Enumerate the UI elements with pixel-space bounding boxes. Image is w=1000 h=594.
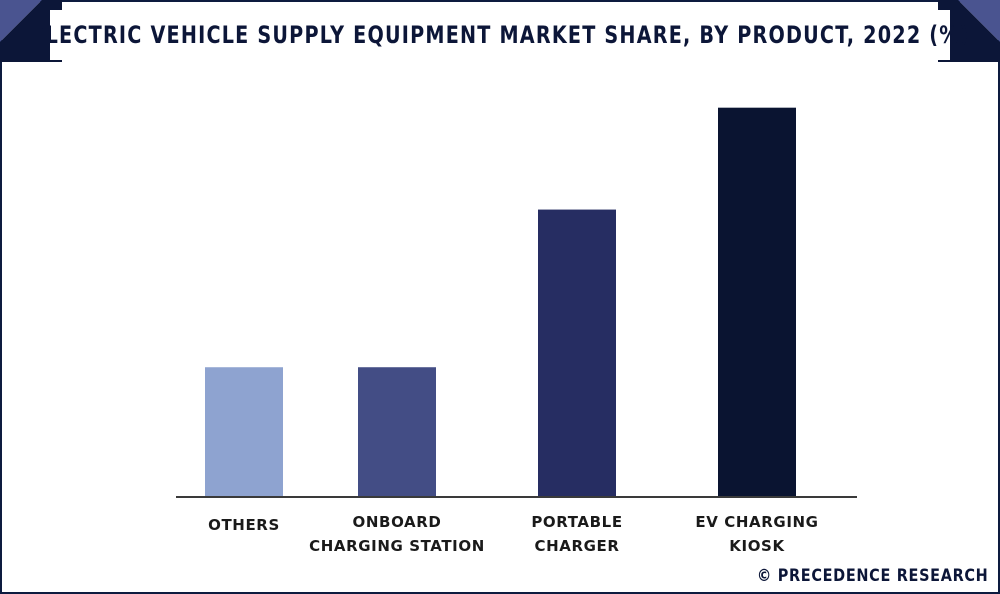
x-tick-label-line: CHARGING STATION <box>309 537 485 555</box>
x-tick-label-2: PORTABLE CHARGER <box>531 513 622 555</box>
x-tick-label-3: EV CHARGING KIOSK <box>695 513 818 555</box>
x-tick-label-line: ONBOARD <box>353 513 442 531</box>
x-tick-label-line: CHARGER <box>534 537 619 555</box>
source-credit: © PRECEDENCE RESEARCH <box>756 566 988 586</box>
bar-1 <box>358 367 436 497</box>
x-tick-label-line: KIOSK <box>729 537 785 555</box>
x-tick-label-line: EV CHARGING <box>695 513 818 531</box>
x-tick-label-line: OTHERS <box>208 516 280 534</box>
corner-decoration-right <box>938 0 1000 62</box>
title-bar: ELECTRIC VEHICLE SUPPLY EQUIPMENT MARKET… <box>31 10 968 60</box>
bar-2 <box>538 209 616 497</box>
bar-0 <box>205 367 283 497</box>
x-tick-label-0: OTHERS <box>208 516 280 534</box>
x-tick-label-line: PORTABLE <box>531 513 622 531</box>
x-tick-label-1: ONBOARD CHARGING STATION <box>309 513 485 555</box>
bar-3 <box>718 107 796 498</box>
corner-decoration-left <box>0 0 62 62</box>
chart-title: ELECTRIC VEHICLE SUPPLY EQUIPMENT MARKET… <box>30 21 970 49</box>
